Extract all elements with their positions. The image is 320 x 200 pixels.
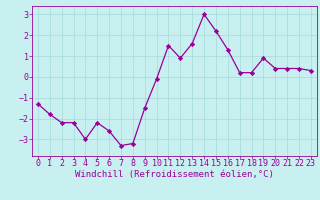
X-axis label: Windchill (Refroidissement éolien,°C): Windchill (Refroidissement éolien,°C) bbox=[75, 170, 274, 179]
